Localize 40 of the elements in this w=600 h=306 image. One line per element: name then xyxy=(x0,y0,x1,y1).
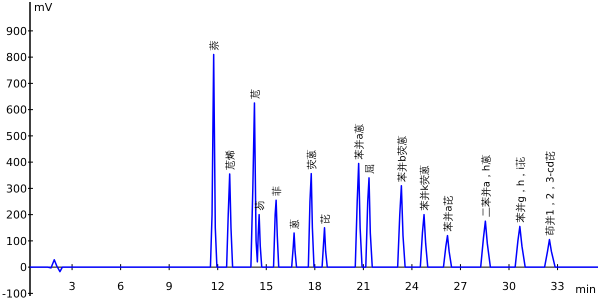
y-tick-label: 600 xyxy=(6,104,27,117)
annotation: 菲 xyxy=(271,186,284,196)
annotation: 屈 xyxy=(365,164,376,174)
x-tick-label: 24 xyxy=(404,280,419,294)
x-axis-title: min xyxy=(575,283,596,296)
annotation: 茚并1，2，3-cd芘 xyxy=(544,151,556,236)
y-tick-label: 200 xyxy=(6,208,27,222)
x-tick-label: 15 xyxy=(259,280,274,294)
y-tick-label: 0 xyxy=(20,261,27,274)
y-tick-label: 300 xyxy=(6,182,27,196)
y-tick-label: -100 xyxy=(2,287,27,300)
y-tick-label: 700 xyxy=(6,77,27,90)
annotation: 二苯并a，h蒽 xyxy=(480,154,492,218)
annotation: 芘 xyxy=(320,214,332,224)
x-tick-label: 27 xyxy=(453,280,468,294)
y-tick-label: 100 xyxy=(6,234,27,248)
annotation: 苯并a芘 xyxy=(442,195,455,232)
annotation: 苯并a蒽 xyxy=(354,123,366,160)
annotation: 苯并b荧蒽 xyxy=(396,135,408,182)
annotation: 苊烯 xyxy=(224,150,237,170)
annotation: 芴 xyxy=(254,200,266,211)
x-tick-label: 3 xyxy=(68,280,76,294)
y-tick-label: 900 xyxy=(6,24,27,38)
x-tick-label: 12 xyxy=(210,280,225,294)
x-tick-label: 6 xyxy=(117,280,124,294)
annotation: 蒽 xyxy=(289,219,302,229)
x-tick-label: 9 xyxy=(166,280,173,294)
x-tick-label: 18 xyxy=(308,280,322,294)
x-tick-label: 21 xyxy=(356,280,370,294)
x-tick-label: 33 xyxy=(550,280,565,294)
y-tick-label: 400 xyxy=(6,156,27,170)
x-tick-label: 30 xyxy=(502,280,516,294)
y-tick-label: 500 xyxy=(6,130,27,143)
annotation: 萘 xyxy=(208,40,221,50)
annotation: 苯并k荧蒽 xyxy=(419,164,432,211)
annotation: 荧蒽 xyxy=(306,150,318,170)
y-axis-title: mV xyxy=(34,1,53,14)
annotation: 苊 xyxy=(249,89,262,100)
y-tick-label: 800 xyxy=(6,51,27,64)
annotation: 苯并g，h，i苝 xyxy=(514,156,527,222)
